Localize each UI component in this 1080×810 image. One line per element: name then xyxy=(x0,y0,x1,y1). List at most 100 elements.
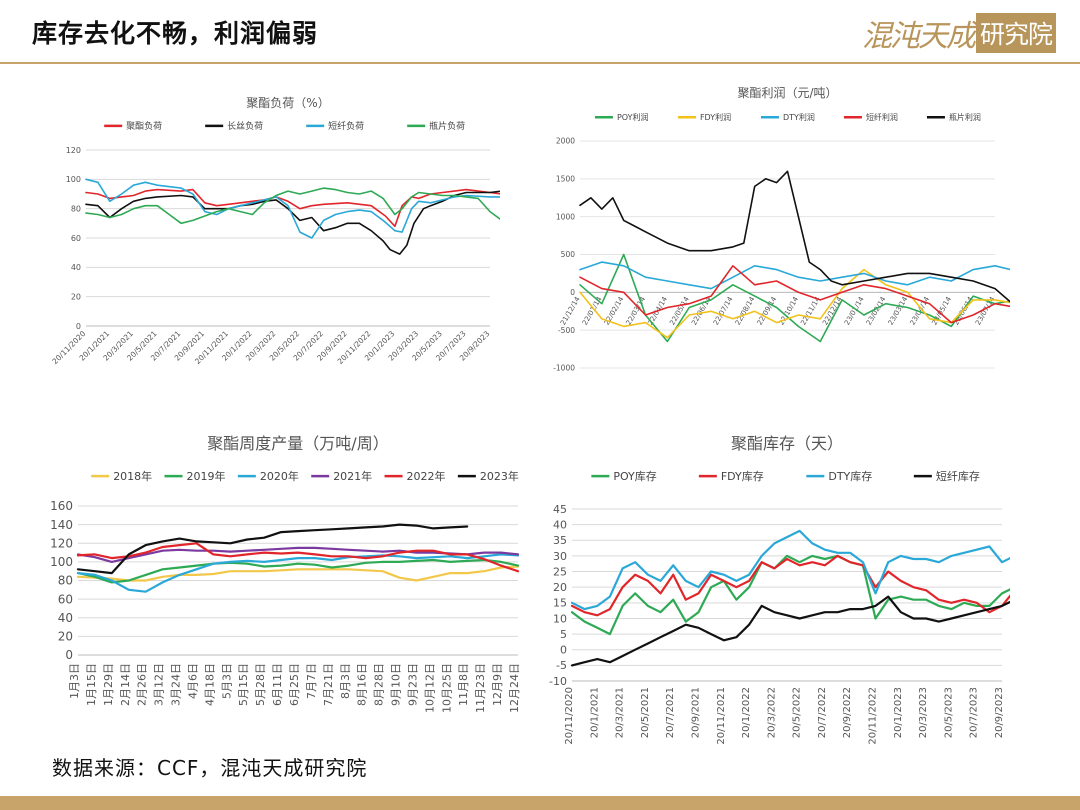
header-divider xyxy=(0,62,1080,64)
chart-polyester-profit-svg: 聚酯利润（元/吨） POY利润 FDY利润 DTY利润 短纤利润 瓶片利润 -1000 -50… xyxy=(553,86,1010,373)
x-tick-label: 10月25日 xyxy=(440,663,453,713)
legend-label: POY利润 xyxy=(617,112,649,122)
series-line xyxy=(570,554,1010,636)
y-tick-label: 20 xyxy=(553,581,567,594)
logo-text: 混沌天成 xyxy=(861,19,976,54)
x-tick-label: 21/12/14 xyxy=(559,295,582,327)
x-tick-label: 7月7日 xyxy=(305,663,318,699)
x-tick-label: 20/9/2022 xyxy=(842,687,853,738)
series-line xyxy=(579,261,1010,290)
x-tick-label: 20/11/2020 xyxy=(564,687,575,745)
x-tick-label: 1月3日 xyxy=(68,663,81,699)
series-line xyxy=(85,188,500,228)
y-tick-label: 0 xyxy=(65,648,73,662)
legend-label: 2018年 xyxy=(113,469,152,483)
x-tick-label: 3月12日 xyxy=(153,663,166,706)
legend-label: 2022年 xyxy=(407,469,446,483)
chart-weekly-output: 聚酯周度产量（万吨/周） 2018年 2019年 2020年 2021年 2022年 202… xyxy=(40,425,530,745)
x-tick-label: 8月28日 xyxy=(373,663,386,706)
x-tick-label: 3月24日 xyxy=(170,663,183,706)
logo-badge: 研究院 xyxy=(975,13,1056,53)
x-tick-label: 4月6日 xyxy=(186,663,199,699)
y-tick-label: -5 xyxy=(556,659,567,672)
y-tick-label: -10 xyxy=(549,675,567,688)
x-tick-label: 23/01/14 xyxy=(843,295,866,327)
series-line xyxy=(85,178,500,239)
y-tick-label: 20 xyxy=(58,630,73,644)
chart-inventory-days-svg: 聚酯库存（天） POY库存 FDY库存 DTY库存 短纤库存 -10 -5 0 5 10 15 20 2… xyxy=(549,434,1010,745)
chart-title: 聚酯利润（元/吨） xyxy=(737,86,837,100)
series-line xyxy=(76,565,520,582)
legend-label: 短纤利润 xyxy=(866,112,898,122)
series-line xyxy=(579,268,1010,339)
x-tick-label: 20/9/2023 xyxy=(994,687,1005,738)
y-tick-label: -1000 xyxy=(553,364,575,373)
x-tick-label: 23/02/14 xyxy=(865,295,888,327)
x-tick-label: 20/5/2023 xyxy=(943,687,954,738)
legend-label: 短纤库存 xyxy=(936,469,980,483)
x-tick-label: 1月29日 xyxy=(102,663,115,706)
legend-label: POY库存 xyxy=(613,469,656,483)
y-tick-label: 40 xyxy=(58,611,73,625)
x-tick-label: 20/9/2021 xyxy=(690,687,701,738)
y-tick-label: 140 xyxy=(50,518,73,532)
x-tick-label: 22/01/14 xyxy=(581,295,604,327)
y-tick-label: 160 xyxy=(50,499,73,513)
legend-label: 瓶片利润 xyxy=(949,112,981,122)
series-line xyxy=(76,558,520,584)
x-tick-label: 20/3/2022 xyxy=(766,687,777,738)
y-tick-label: 500 xyxy=(561,250,576,259)
footer-bar xyxy=(0,796,1080,810)
legend-label: 瓶片负荷 xyxy=(429,120,465,132)
series-line xyxy=(570,595,1010,667)
x-tick-label: 12月24日 xyxy=(508,663,521,713)
page-title: 库存去化不畅，利润偏弱 xyxy=(32,19,319,48)
x-tick-label: 2月14日 xyxy=(119,663,132,706)
x-tick-label: 20/1/2023 xyxy=(893,687,904,738)
x-tick-label: 20/5/2021 xyxy=(640,687,651,738)
legend-label: 2021年 xyxy=(333,469,372,483)
series-line xyxy=(570,529,1010,611)
legend-label: 聚酯负荷 xyxy=(126,120,162,132)
x-tick-label: 20/3/2023 xyxy=(918,687,929,738)
series-line xyxy=(579,253,1010,343)
x-tick-label: 20/7/2021 xyxy=(665,687,676,738)
y-tick-label: 25 xyxy=(553,565,567,578)
y-tick-label: 45 xyxy=(553,503,567,516)
x-tick-label: 6月25日 xyxy=(288,663,301,706)
x-tick-label: 8月16日 xyxy=(356,663,369,706)
legend-label: DTY利润 xyxy=(783,112,815,122)
y-tick-label: 35 xyxy=(553,534,567,547)
y-tick-label: 60 xyxy=(71,234,81,243)
y-tick-label: 30 xyxy=(553,550,567,563)
chart-title: 聚酯周度产量（万吨/周） xyxy=(207,434,388,453)
y-tick-label: 15 xyxy=(553,597,567,610)
series-line xyxy=(85,190,500,255)
x-tick-label: 5月3日 xyxy=(220,663,233,699)
chart-inventory-days: 聚酯库存（天） POY库存 FDY库存 DTY库存 短纤库存 -10 -5 0 5 10 15 20 2… xyxy=(540,425,1010,745)
x-tick-label: 23/03/14 xyxy=(887,295,910,327)
x-tick-label: 22/07/14 xyxy=(712,295,735,327)
chart-title: 聚酯库存（天） xyxy=(731,434,843,453)
x-tick-label: 9月23日 xyxy=(406,663,419,706)
y-tick-label: 40 xyxy=(71,263,81,272)
legend-label: 长丝负荷 xyxy=(227,120,263,132)
x-tick-label: 1月15日 xyxy=(85,663,98,706)
chart-weekly-output-svg: 聚酯周度产量（万吨/周）2018年 2019年 2020年 2021年 2022年 202… xyxy=(50,434,521,713)
x-tick-label: 22/08/14 xyxy=(734,295,757,327)
x-tick-label: 5月15日 xyxy=(237,663,250,706)
x-tick-label: 20/11/2022 xyxy=(868,687,879,745)
x-tick-label: 4月18日 xyxy=(203,663,216,706)
legend-label: FDY库存 xyxy=(721,469,764,483)
x-tick-label: 10月12日 xyxy=(423,663,436,713)
y-tick-label: 80 xyxy=(58,574,73,588)
y-tick-label: 100 xyxy=(50,555,73,569)
company-logo: 混沌天成 研究院 xyxy=(862,12,1056,54)
series-line xyxy=(76,542,520,573)
x-tick-label: 11月8日 xyxy=(457,663,470,706)
series-line xyxy=(579,170,1010,303)
y-tick-label: 20 xyxy=(71,292,81,301)
x-tick-label: 2月26日 xyxy=(136,663,149,706)
y-tick-label: 0 xyxy=(570,288,575,297)
y-tick-label: 100 xyxy=(66,175,81,184)
